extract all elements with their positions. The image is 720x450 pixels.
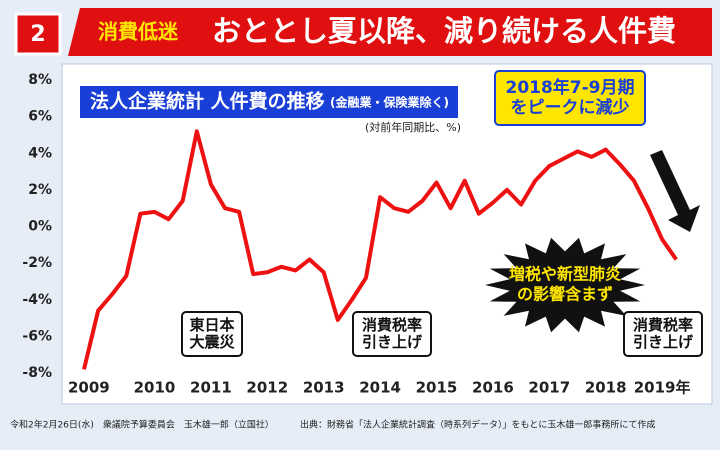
annotation-text: 東日本 bbox=[189, 316, 234, 334]
y-tick-label: 6% bbox=[28, 109, 52, 125]
x-tick-label: 2012 bbox=[246, 379, 288, 397]
number: 2 bbox=[30, 22, 45, 47]
annotation-text: 消費税率 bbox=[362, 316, 422, 334]
annotation-box bbox=[494, 70, 646, 126]
chart-title-box bbox=[80, 86, 458, 118]
banner bbox=[68, 8, 712, 56]
banner-title: おととし夏以降、減り続ける人件費 bbox=[212, 14, 676, 48]
annotation-text: 引き上げ bbox=[362, 333, 423, 351]
annotation-box bbox=[352, 311, 432, 357]
footer-right: 出典：財務省「法人企業統計調査（時系列データ）」をもとに玉木雄一郎事務所にて作成 bbox=[300, 419, 655, 431]
annotation-box bbox=[181, 311, 243, 357]
x-tick-label: 2011 bbox=[190, 379, 232, 397]
y-tick-label: -4% bbox=[22, 292, 52, 308]
x-tick-label: 2013 bbox=[303, 379, 345, 397]
x-tick-label: 2010 bbox=[134, 379, 176, 397]
annotation-text: 消費税率 bbox=[633, 316, 693, 334]
annotation-text: 2018年7-9月期 bbox=[505, 77, 634, 98]
footer-left: 令和2年2月26日(水) 衆議院予算委員会 玉木雄一郎（立国社） bbox=[10, 419, 274, 431]
down-arrow bbox=[650, 150, 700, 232]
unit-note: (対前年同期比、%) bbox=[365, 120, 461, 134]
x-tick-label: 2009 bbox=[68, 379, 110, 397]
chart-subtitle: (金融業・保険業除く) bbox=[330, 95, 449, 110]
data-line bbox=[82, 129, 678, 370]
y-tick-label: 2% bbox=[28, 182, 52, 198]
annotation-text: 増税や新型肺炎 bbox=[509, 265, 621, 284]
y-tick-label: 0% bbox=[28, 219, 52, 235]
banner-tag: 消費低迷 bbox=[98, 20, 179, 44]
y-tick-label: 4% bbox=[28, 145, 52, 161]
annotation-text: 大震災 bbox=[189, 333, 235, 351]
annotation-box bbox=[623, 311, 703, 357]
chart-title: 法人企業統計 人件費の推移 bbox=[90, 90, 325, 113]
x-tick-label: 2018 bbox=[585, 379, 627, 397]
starburst bbox=[485, 237, 645, 333]
annotation-text: の影響含まず bbox=[517, 285, 613, 304]
y-tick-label: -6% bbox=[22, 328, 52, 344]
y-tick-label: -2% bbox=[22, 255, 52, 271]
y-tick-label: -8% bbox=[22, 365, 52, 381]
y-tick-label: 8% bbox=[28, 72, 52, 88]
x-tick-label: 2016 bbox=[472, 379, 514, 397]
x-tick-label: 2017 bbox=[528, 379, 570, 397]
x-tick-label: 2019年 bbox=[634, 379, 691, 397]
annotation-text: をピークに減少 bbox=[511, 97, 630, 118]
x-tick-label: 2014 bbox=[359, 379, 401, 397]
number-box bbox=[14, 12, 62, 56]
annotation-text: 引き上げ bbox=[633, 333, 694, 351]
x-tick-label: 2015 bbox=[416, 379, 458, 397]
